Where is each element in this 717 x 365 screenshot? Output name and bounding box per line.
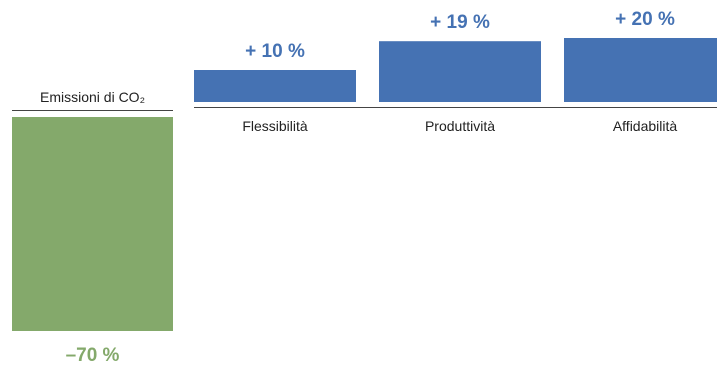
value-label-affidabilita: + 20 % [615, 9, 675, 30]
category-label-emissioni-di-co: Emissioni di CO₂ [40, 89, 145, 105]
bar-emissioni-di-co [12, 117, 173, 331]
value-label-produttivita: + 19 % [430, 12, 490, 33]
category-label-affidabilita: Affidabilità [613, 118, 678, 134]
bar-produttivita [379, 41, 541, 102]
bar-flessibilita [194, 70, 356, 102]
axes-layer [12, 107, 717, 111]
value-label-emissioni-di-co: –70 % [66, 345, 120, 365]
labels-layer: Emissioni di CO₂ –70 % + 10 % Flessibilità +… [40, 9, 677, 365]
value-label-flessibilita: + 10 % [245, 41, 305, 62]
category-label-flessibilita: Flessibilità [242, 118, 308, 134]
bars-layer [12, 38, 717, 331]
category-label-produttivita: Produttività [425, 118, 495, 134]
bar-affidabilita [564, 38, 717, 102]
